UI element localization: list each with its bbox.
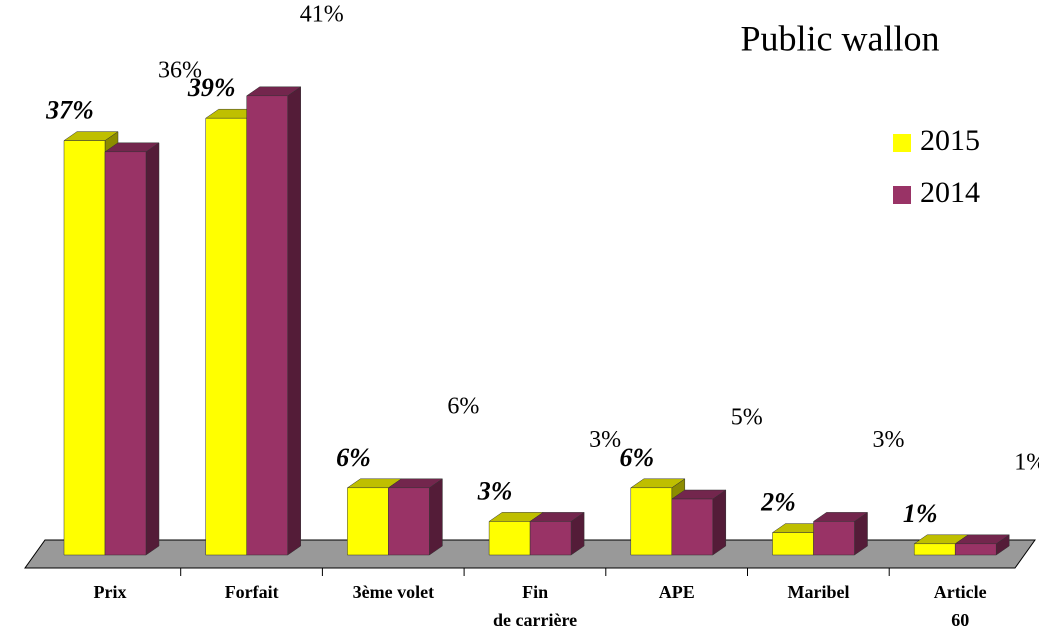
bar-face: [388, 487, 430, 556]
value-label: 1%: [1014, 449, 1039, 475]
chart-title: Public wallon: [741, 18, 940, 58]
bar-face: [954, 543, 997, 556]
bar-face: [104, 151, 147, 556]
value-label: 1%: [903, 499, 938, 528]
bar-face: [145, 142, 160, 556]
bar-face: [246, 95, 288, 556]
bar: [245, 86, 302, 556]
value-label: 41%: [300, 1, 344, 27]
bar: [529, 511, 585, 556]
value-label: 3%: [477, 476, 513, 505]
bar-face: [63, 140, 106, 556]
bar-face: [205, 117, 247, 556]
legend-label: 2014: [920, 176, 980, 209]
x-tick-label: Maribel: [787, 582, 850, 602]
bar: [812, 511, 869, 556]
bar-face: [712, 489, 727, 556]
x-tick-label: Prix: [93, 582, 127, 602]
bar-face: [488, 521, 531, 556]
x-tick-label: 3ème volet: [352, 582, 435, 602]
value-label: 3%: [873, 427, 905, 453]
value-label: 36%: [158, 57, 202, 83]
bar: [670, 489, 727, 556]
value-label: 39%: [187, 73, 236, 102]
bar-face: [813, 521, 855, 556]
value-label: 5%: [731, 405, 763, 431]
legend-label: 2015: [920, 124, 980, 157]
x-tick-label: APE: [658, 582, 695, 602]
bar-face: [287, 86, 301, 556]
value-label: 6%: [336, 443, 371, 472]
bar-face: [772, 532, 814, 556]
bar-face: [671, 498, 714, 556]
value-label: 6%: [619, 443, 654, 472]
bar-face: [913, 543, 956, 556]
x-tick-label: Forfait: [224, 582, 279, 602]
bar-face: [429, 478, 443, 556]
legend-swatch: [893, 134, 911, 152]
bar: [104, 142, 160, 556]
x-tick-label: Fin de carrière: [493, 582, 578, 630]
x-tick-label: Article 60: [933, 582, 987, 630]
bar: [954, 534, 1011, 556]
value-label: 3%: [589, 427, 621, 453]
value-label: 6%: [447, 393, 479, 419]
bar: [387, 478, 444, 556]
bar-face: [630, 487, 673, 556]
bar-face: [529, 521, 572, 556]
bar-face: [347, 487, 389, 556]
value-label: 2%: [760, 488, 796, 517]
value-label: 37%: [45, 96, 94, 125]
legend-swatch: [893, 186, 911, 204]
